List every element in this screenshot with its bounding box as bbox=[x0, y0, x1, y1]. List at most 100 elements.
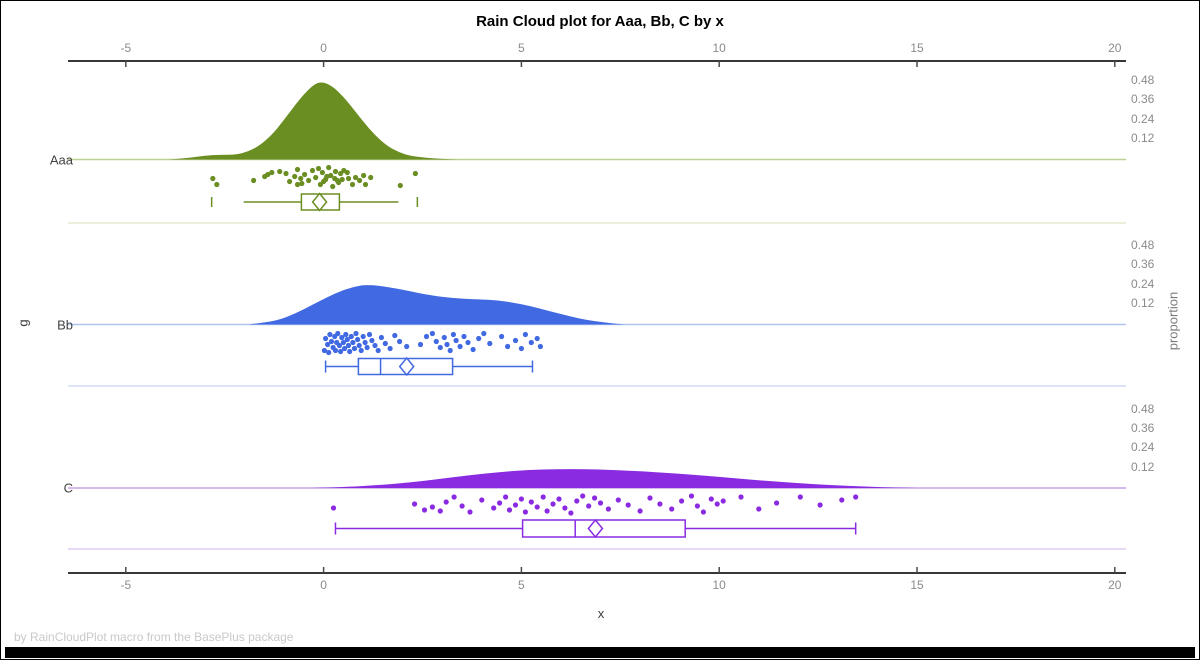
rain-point-C bbox=[330, 505, 337, 511]
rain-point-Bb bbox=[340, 339, 346, 346]
rain-point-Bb bbox=[453, 337, 459, 344]
rain-point-Bb bbox=[476, 335, 482, 342]
rain-point-Bb bbox=[360, 333, 366, 340]
proportion-tick-label: 0.24 bbox=[1131, 276, 1155, 291]
rain-point-C bbox=[694, 503, 701, 509]
rain-point-Bb bbox=[325, 341, 331, 348]
rain-point-Aaa bbox=[324, 173, 330, 180]
rain-point-Bb bbox=[450, 331, 456, 338]
rain-point-Bb bbox=[423, 333, 430, 340]
rain-point-C bbox=[437, 508, 443, 514]
rain-point-Bb bbox=[437, 344, 443, 351]
rain-point-Bb bbox=[338, 348, 344, 355]
rain-point-Bb bbox=[518, 345, 525, 352]
rain-point-C bbox=[738, 494, 744, 500]
rain-point-Aaa bbox=[412, 170, 418, 177]
rain-point-Aaa bbox=[315, 165, 322, 172]
rain-point-Aaa bbox=[362, 181, 369, 188]
rain-point-Bb bbox=[534, 335, 540, 342]
rain-point-C bbox=[491, 505, 497, 511]
rain-point-Aaa bbox=[269, 169, 275, 176]
x-axis-bottom-tick-label: 15 bbox=[910, 578, 924, 592]
rain-point-Bb bbox=[323, 335, 329, 342]
rain-point-Bb bbox=[327, 331, 333, 338]
rain-point-Aaa bbox=[265, 171, 271, 178]
rain-point-C bbox=[412, 501, 418, 507]
rain-point-C bbox=[586, 503, 592, 509]
rain-point-Bb bbox=[326, 349, 332, 356]
rain-point-Aaa bbox=[349, 181, 356, 188]
proportion-axis-title: proportion bbox=[1165, 291, 1181, 351]
x-axis-bottom-tick-label: -5 bbox=[120, 578, 132, 592]
proportion-tick-label: 0.48 bbox=[1131, 238, 1155, 252]
rain-point-C bbox=[467, 509, 473, 515]
density-cloud-Aaa bbox=[169, 82, 459, 160]
rain-point-Bb bbox=[375, 347, 381, 354]
rain-point-Aaa bbox=[332, 168, 339, 175]
rain-point-C bbox=[503, 494, 509, 500]
category-label-Bb: Bb bbox=[57, 317, 73, 332]
category-label-C: C bbox=[63, 480, 73, 496]
rain-point-C bbox=[522, 509, 529, 515]
rain-point-C bbox=[797, 494, 803, 500]
rain-point-C bbox=[625, 502, 631, 508]
rain-point-Aaa bbox=[292, 173, 298, 180]
rain-point-Aaa bbox=[299, 180, 305, 187]
rain-point-C bbox=[714, 501, 720, 507]
rain-point-Bb bbox=[347, 348, 353, 355]
rain-point-Bb bbox=[345, 342, 352, 349]
rain-point-Aaa bbox=[319, 169, 325, 176]
mean-diamond-C bbox=[587, 518, 604, 539]
rain-point-Aaa bbox=[368, 174, 374, 181]
rain-point-Aaa bbox=[345, 175, 352, 182]
rain-point-Aaa bbox=[283, 170, 289, 177]
rain-point-C bbox=[605, 506, 612, 512]
rain-point-C bbox=[720, 498, 726, 504]
rain-point-Bb bbox=[369, 337, 375, 344]
rain-point-Aaa bbox=[336, 179, 342, 186]
rain-point-C bbox=[657, 501, 663, 507]
rain-point-Bb bbox=[335, 330, 341, 337]
rain-point-Bb bbox=[321, 347, 327, 354]
rain-point-Bb bbox=[470, 346, 476, 353]
footnote: by RainCloudPlot macro from the BasePlus… bbox=[14, 630, 294, 644]
rain-point-Aaa bbox=[357, 177, 363, 184]
rain-point-C bbox=[688, 493, 695, 499]
group-axis-title: g bbox=[15, 319, 31, 327]
rain-point-Bb bbox=[457, 343, 463, 350]
rain-point-C bbox=[544, 508, 550, 514]
rain-point-Aaa bbox=[210, 175, 216, 182]
rain-point-Bb bbox=[512, 337, 519, 344]
proportion-tick-label: 0.12 bbox=[1131, 296, 1155, 311]
rain-point-Aaa bbox=[339, 176, 345, 183]
rain-point-C bbox=[534, 504, 540, 510]
rain-point-C bbox=[540, 494, 546, 500]
proportion-tick-label: 0.24 bbox=[1131, 440, 1155, 455]
mean-diamond-Bb bbox=[398, 356, 415, 377]
rain-point-Bb bbox=[441, 334, 447, 341]
rain-point-C bbox=[592, 495, 598, 501]
rain-point-Bb bbox=[344, 336, 350, 343]
rain-point-Bb bbox=[392, 332, 398, 339]
rain-point-Bb bbox=[332, 347, 339, 354]
rain-point-Bb bbox=[447, 347, 453, 354]
rain-point-Bb bbox=[522, 331, 529, 338]
rain-point-Bb bbox=[336, 342, 342, 349]
x-axis-top-tick-label: 20 bbox=[1108, 41, 1122, 55]
rain-point-Bb bbox=[444, 341, 450, 348]
rain-point-Bb bbox=[342, 345, 348, 352]
rain-point-Bb bbox=[350, 339, 356, 346]
rain-point-Bb bbox=[404, 343, 410, 350]
rain-point-Bb bbox=[499, 333, 505, 340]
rain-point-Bb bbox=[343, 331, 349, 338]
rain-point-Aaa bbox=[294, 181, 301, 188]
density-cloud-C bbox=[311, 469, 917, 488]
mean-diamond-Aaa bbox=[311, 192, 328, 212]
rain-point-Bb bbox=[461, 333, 467, 340]
rain-point-Bb bbox=[433, 338, 439, 345]
rain-point-C bbox=[528, 499, 534, 505]
rain-point-Aaa bbox=[361, 172, 367, 179]
rain-point-Bb bbox=[358, 347, 364, 354]
rain-point-C bbox=[574, 498, 580, 504]
rain-point-Aaa bbox=[330, 183, 336, 190]
